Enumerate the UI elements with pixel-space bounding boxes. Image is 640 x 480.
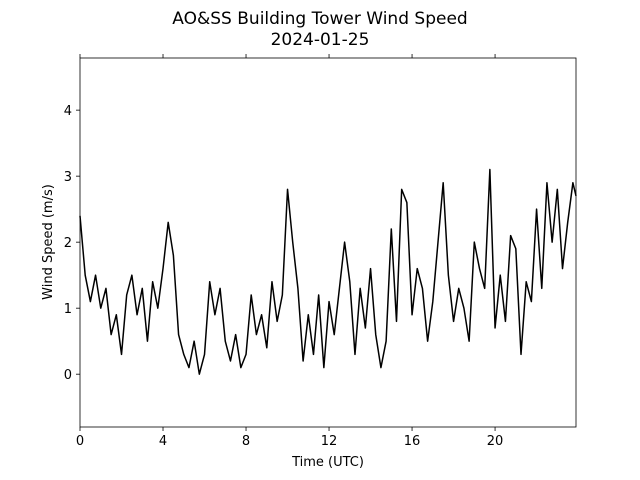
x-tick-label: 0 xyxy=(76,434,84,449)
y-axis-label: Wind Speed (m/s) xyxy=(41,184,56,300)
y-tick-label: 0 xyxy=(64,368,72,383)
y-tick-label: 1 xyxy=(64,302,72,317)
y-tick-label: 4 xyxy=(64,104,72,119)
y-tick-label: 2 xyxy=(64,236,72,251)
chart-subtitle: 2024-01-25 xyxy=(271,30,370,50)
y-tick-label: 3 xyxy=(64,170,72,185)
line xyxy=(79,168,577,375)
x-tick-label: 8 xyxy=(242,434,250,449)
x-tick-label: 20 xyxy=(487,434,504,449)
x-axis-label: Time (UTC) xyxy=(291,455,364,470)
x-tick-label: 12 xyxy=(321,434,338,449)
plot-frame xyxy=(79,57,577,428)
x-tick-label: 4 xyxy=(159,434,167,449)
x-tick-label: 16 xyxy=(404,434,421,449)
chart-title: AO&SS Building Tower Wind Speed xyxy=(172,9,467,29)
